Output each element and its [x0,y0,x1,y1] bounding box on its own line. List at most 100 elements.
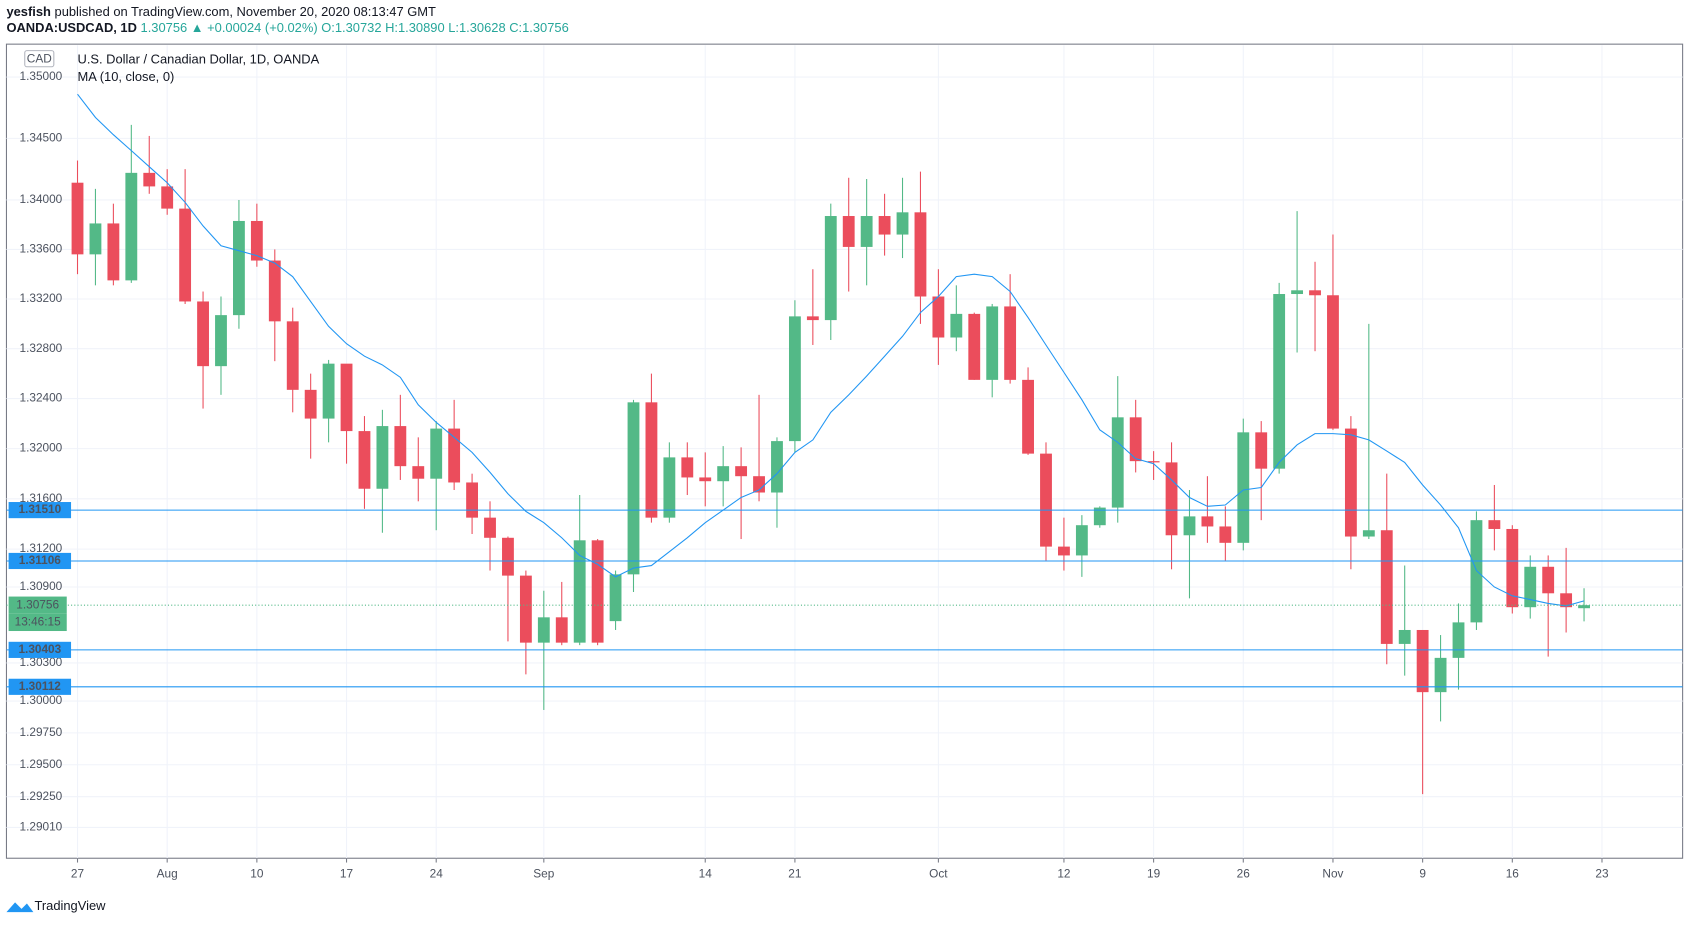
candle-body [519,575,532,643]
x-tick-label: 23 [1595,867,1609,881]
ohlc: O:1.30732 H:1.30890 L:1.30628 C:1.30756 [321,20,569,35]
hline-label: 1.31106 [19,553,62,567]
x-tick-label: 24 [430,867,444,881]
candle-body [197,301,209,367]
y-tick-label: 1.33600 [20,242,63,256]
marks [71,93,1590,795]
candle-body [286,321,299,390]
candle-body [1309,290,1321,296]
hline-label: 1.31510 [18,502,61,516]
hline-label-box [8,552,72,570]
candle-body [1416,629,1429,693]
candle-body [250,220,263,261]
candle-body [125,172,138,281]
x-tick-label: 21 [788,867,801,881]
x-tick-label: 10 [250,867,264,881]
candle-body [233,220,245,316]
x-tick-label: 12 [1057,867,1070,881]
y-tick-label: 1.29500 [20,757,63,771]
hline-label-box [8,502,72,519]
candle-body [161,186,174,209]
candle-body [1398,629,1411,644]
last-price-box [8,596,67,614]
x-tick-label: 16 [1506,867,1520,881]
candle-body [1488,520,1501,529]
candle-body [71,182,84,255]
x-tick-label: 17 [340,867,353,881]
hline-label: 1.30403 [18,642,61,656]
legend-title: U.S. Dollar / Canadian Dollar, 1D, OANDA [78,52,320,67]
candle-body [340,363,353,432]
y-tick-label: 1.33200 [20,291,63,305]
header-line: yesfish published on TradingView.com, No… [6,4,436,19]
candle-body [1327,295,1339,429]
footer-brand: TradingView [34,898,106,913]
candle-body [1380,530,1393,644]
candle-body [914,212,927,297]
y-tick-label: 1.31600 [20,491,63,505]
candle-body [358,431,371,489]
candle-body [215,315,227,367]
candle-body [1578,605,1590,609]
candle-body [860,216,873,247]
y-tick-label: 1.32400 [20,391,63,405]
y-tick-label: 1.30900 [20,579,63,593]
candle-body [1004,306,1017,380]
x-tick-label: Oct [929,867,948,881]
grid [6,45,1683,859]
symbol: OANDA:USDCAD, 1D [6,20,136,35]
symbol-line: OANDA:USDCAD, 1D 1.30756 ▲ +0.00024 (+0.… [6,20,568,35]
y-tick-label: 1.32000 [20,441,63,455]
candle-body [1524,566,1537,608]
y-tick-label: 1.34500 [20,131,63,145]
candle-body [1147,461,1160,463]
candle-body [484,517,496,538]
change: ▲ +0.00024 (+0.02%) [191,20,318,35]
candle-body [1291,290,1304,295]
candle-body [1237,432,1250,543]
candle-body [609,574,622,622]
candle-body [842,216,855,247]
candle-body [788,316,801,442]
candle-body [179,208,192,302]
y-tick-label: 1.29750 [20,725,63,739]
candle-body [1075,525,1088,556]
candle-body [1040,453,1052,547]
candle-body [1506,528,1519,608]
candle-body [1273,294,1286,469]
overlay: 1.35000 1.34500 1.34000 1.33600 1.33200 1.328… [6,69,1683,881]
currency-box [24,50,55,68]
candle-body [1129,417,1142,462]
candle-body [1165,462,1178,536]
candle-body [753,476,765,493]
logo [6,902,34,913]
candle-body [1093,507,1106,526]
published: published on TradingView.com, November 2… [55,4,437,19]
candle-body [627,402,640,575]
candle-body [376,426,389,489]
candle-body [663,457,676,518]
countdown: 13:46:15 [15,615,61,629]
candle-body [1183,516,1196,536]
y-tick-label: 1.29250 [20,789,63,803]
hline-label: 1.30112 [19,679,62,693]
ma-line [77,93,1585,607]
candle-body [555,617,568,643]
candle-body [1058,546,1070,556]
candle-body [1255,432,1268,469]
candle-body [1201,516,1214,527]
price: 1.30756 [141,20,188,35]
y-tick-label: 1.34000 [20,192,63,206]
candle-body [304,389,317,419]
candle-body [1560,593,1573,608]
candle-body [896,212,909,235]
candle-body [824,216,837,321]
legend-ma: MA (10, close, 0) [78,69,175,84]
candle-body [394,426,407,467]
candle-body [932,296,945,338]
candle-body [107,223,120,281]
candle-body [950,313,963,338]
y-tick-label: 1.29010 [20,820,63,834]
